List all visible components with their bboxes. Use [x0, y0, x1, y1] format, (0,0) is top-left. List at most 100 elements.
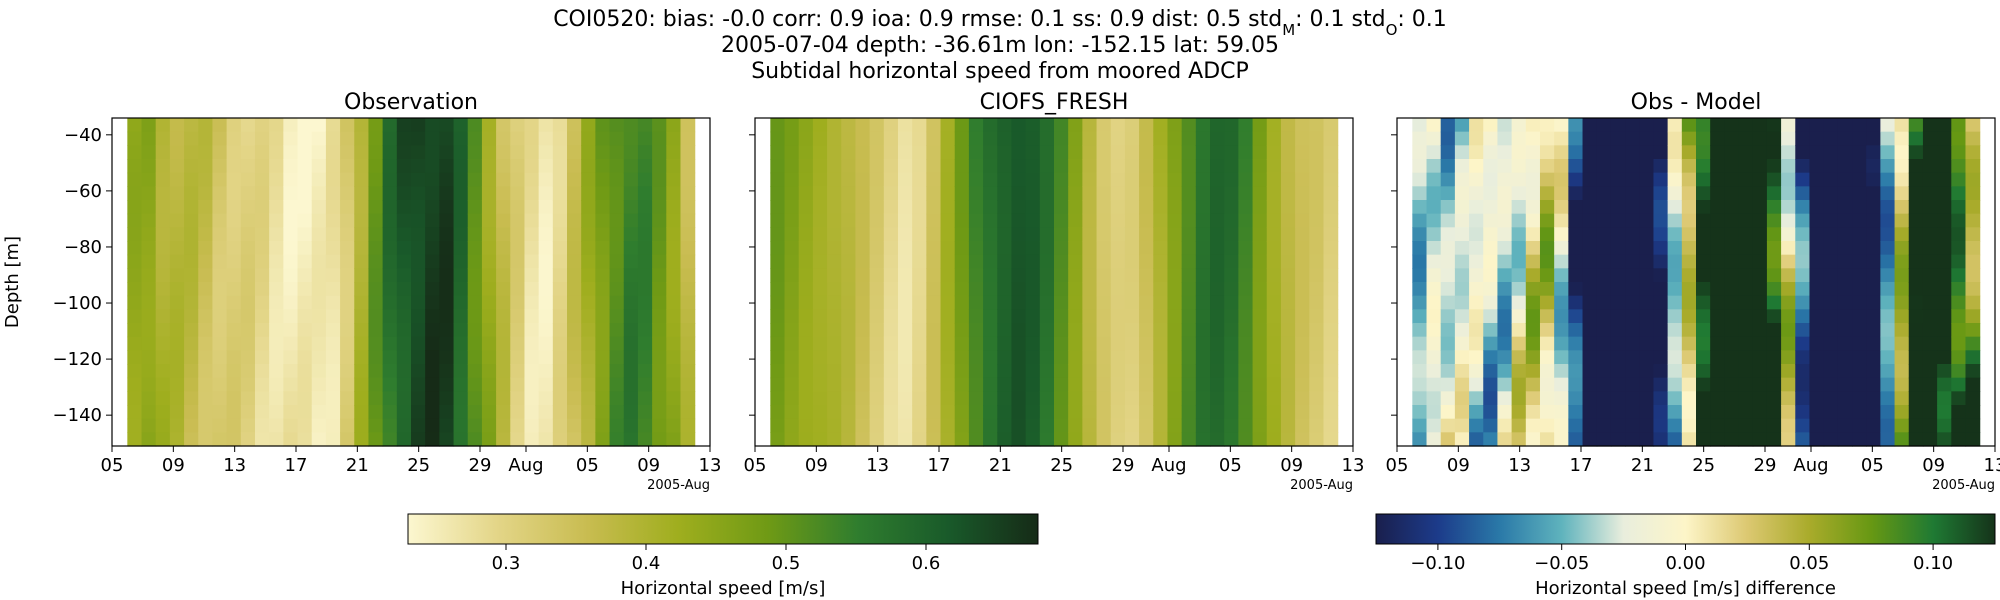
heatmap-cell [609, 227, 625, 242]
heatmap-cell [481, 159, 497, 174]
heatmap-cell [567, 309, 582, 324]
heatmap-cell [382, 118, 398, 133]
heatmap-cell [1525, 336, 1541, 351]
heatmap-cell [1096, 364, 1112, 379]
heatmap-cell [1252, 418, 1268, 433]
x-tick-label: 09 [637, 455, 660, 476]
heatmap-cell [1639, 432, 1655, 447]
heatmap-cell [254, 282, 270, 297]
heatmap-cell [155, 405, 171, 420]
heatmap-cell [1412, 336, 1428, 351]
heatmap-cell [1454, 418, 1470, 433]
heatmap-cell [827, 159, 842, 174]
heatmap-cell [1596, 323, 1612, 338]
heatmap-cell [1096, 241, 1112, 256]
heatmap-cell [567, 118, 582, 133]
heatmap-cell [1252, 377, 1268, 392]
heatmap-cell [609, 405, 625, 420]
heatmap-cell [1323, 432, 1339, 447]
heatmap-cell [325, 391, 341, 406]
heatmap-cell [283, 364, 299, 379]
heatmap-cell [1525, 200, 1541, 215]
heatmap-cell [1724, 282, 1740, 297]
heatmap-cell [1922, 418, 1938, 433]
heatmap-cell [1610, 418, 1626, 433]
heatmap-cell [1823, 186, 1839, 201]
heatmap-cell [141, 364, 157, 379]
heatmap-cell [1625, 364, 1640, 379]
heatmap-cell [1181, 159, 1197, 174]
heatmap-cell [1582, 131, 1598, 146]
heatmap-cell [226, 377, 242, 392]
heatmap-cell [1894, 309, 1910, 324]
heatmap-cell [1951, 268, 1967, 283]
heatmap-cell [396, 336, 412, 351]
heatmap-cell [496, 350, 511, 365]
colorbar-tick-label: 0.5 [772, 553, 801, 574]
heatmap-cell [496, 364, 511, 379]
heatmap-cell [855, 227, 871, 242]
heatmap-cell [1724, 200, 1740, 215]
heatmap-cell [968, 405, 984, 420]
heatmap-cell [1238, 418, 1254, 433]
heatmap-cell [1096, 418, 1112, 433]
heatmap-cell [1110, 364, 1126, 379]
heatmap-cell [827, 268, 842, 283]
heatmap-cell [1610, 336, 1626, 351]
heatmap-cell [1039, 131, 1055, 146]
heatmap-cell [784, 405, 800, 420]
heatmap-cell [340, 282, 355, 297]
heatmap-cell [1724, 131, 1740, 146]
heatmap-cell [141, 145, 157, 160]
heatmap-cell [425, 418, 440, 433]
heatmap-cell [1224, 432, 1239, 447]
heatmap-cell [1295, 254, 1310, 269]
heatmap-cell [798, 241, 814, 256]
heatmap-cell [1880, 118, 1896, 133]
heatmap-cell [1965, 186, 1981, 201]
heatmap-cell [325, 186, 341, 201]
heatmap-cell [425, 364, 440, 379]
heatmap-cell [1667, 159, 1683, 174]
heatmap-cell [1454, 200, 1470, 215]
heatmap-cell [784, 309, 800, 324]
heatmap-cell [1766, 241, 1782, 256]
heatmap-cell [1951, 131, 1967, 146]
heatmap-cell [926, 350, 942, 365]
heatmap-cell [1483, 432, 1499, 447]
heatmap-cell [1922, 391, 1938, 406]
heatmap-cell [855, 391, 871, 406]
heatmap-cell [254, 295, 270, 310]
heatmap-cell [1426, 323, 1442, 338]
heatmap-cell [453, 282, 469, 297]
heatmap-cell [510, 213, 526, 228]
colorbar-label: Horizontal speed [m/s] difference [1535, 578, 1836, 599]
heatmap-cell [926, 323, 942, 338]
heatmap-cell [552, 295, 568, 310]
heatmap-cell [226, 432, 242, 447]
heatmap-cell [1908, 418, 1924, 433]
heatmap-cell [1497, 336, 1513, 351]
heatmap-cell [1238, 131, 1254, 146]
heatmap-cell [1738, 418, 1754, 433]
heatmap-cell [1181, 145, 1197, 160]
heatmap-cell [1011, 309, 1027, 324]
heatmap-cell [827, 377, 842, 392]
heatmap-cell [1809, 227, 1825, 242]
heatmap-cell [269, 254, 284, 269]
heatmap-cell [1469, 213, 1484, 228]
heatmap-cell [1238, 323, 1254, 338]
heatmap-cell [354, 172, 370, 187]
heatmap-cell [368, 131, 384, 146]
heatmap-cell [869, 309, 885, 324]
heatmap-cell [912, 172, 927, 187]
heatmap-cell [883, 418, 899, 433]
heatmap-cell [567, 254, 582, 269]
heatmap-cell [912, 268, 927, 283]
heatmap-cell [283, 405, 299, 420]
heatmap-cell [240, 200, 256, 215]
heatmap-cell [1568, 227, 1584, 242]
heatmap-cell [481, 364, 497, 379]
heatmap-cell [141, 213, 157, 228]
heatmap-cell [1880, 391, 1896, 406]
